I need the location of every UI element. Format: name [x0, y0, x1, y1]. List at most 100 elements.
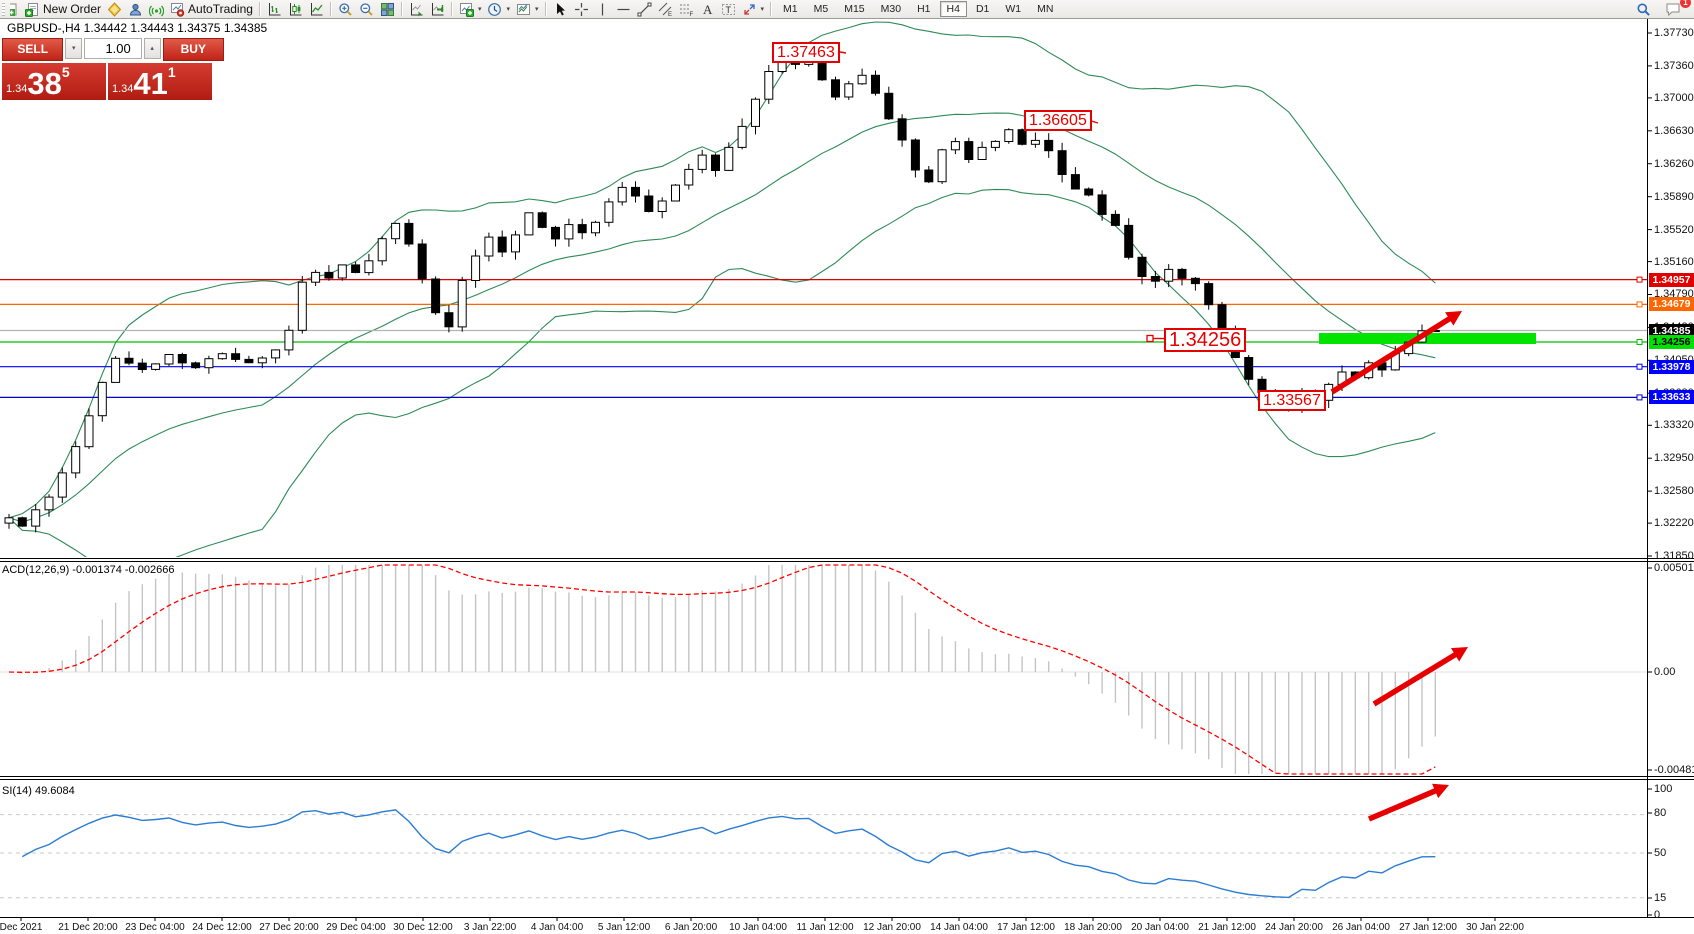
svg-text:T: T	[725, 5, 731, 15]
toolbar-separator	[450, 2, 453, 16]
time-axis-label: 30 Jan 22:00	[1466, 922, 1524, 933]
text-icon[interactable]: A	[697, 1, 718, 17]
price-line-tag: 1.33633	[1649, 390, 1694, 404]
price-tick-label: 1.36260	[1654, 158, 1694, 170]
toolbar-separator	[329, 2, 332, 16]
macd-axis-label: 0.00	[1654, 666, 1676, 678]
trend-arrow[interactable]	[1372, 647, 1468, 707]
rsi-indicator-label: SI(14) 49.6084	[2, 785, 75, 797]
horizontal-line-icon[interactable]	[613, 1, 634, 17]
metaeditor-icon[interactable]	[104, 1, 125, 17]
trend-arrow[interactable]	[1330, 311, 1462, 395]
fibonacci-icon[interactable]: F	[676, 1, 697, 17]
trendline-icon[interactable]	[634, 1, 655, 17]
time-axis-label: 11 Jan 12:00	[796, 922, 854, 933]
rsi-axis-label: 80	[1654, 807, 1667, 819]
profile-icon[interactable]	[125, 1, 146, 17]
line-chart-icon[interactable]	[306, 1, 327, 17]
indicators-icon[interactable]: ▾	[456, 1, 485, 17]
zoom-in-icon[interactable]	[335, 1, 356, 17]
timeframe-h4-button[interactable]: H4	[939, 1, 967, 17]
timeframe-w1-button[interactable]: W1	[1005, 3, 1022, 15]
price-tick-label: 1.31850	[1654, 550, 1694, 562]
trend-arrow[interactable]	[1367, 783, 1449, 822]
time-axis-label: 21 Dec 20:00	[58, 922, 118, 933]
time-axis-label: 30 Dec 12:00	[393, 922, 453, 933]
price-callout[interactable]: 1.34256	[1164, 328, 1247, 352]
bid-price[interactable]: 1.34 38 5	[2, 63, 106, 100]
signals-icon[interactable]	[146, 1, 167, 17]
macd-panel	[0, 564, 1647, 775]
notifications-icon[interactable]: 1	[1662, 0, 1691, 17]
price-tick-label: 1.32950	[1654, 452, 1694, 464]
price-tick-label: 1.35160	[1654, 256, 1694, 268]
crosshair-icon[interactable]	[571, 1, 592, 17]
price-tick-label: 1.37000	[1654, 92, 1694, 104]
cursor-icon[interactable]	[550, 1, 571, 17]
time-axis-label: 24 Dec 12:00	[192, 922, 252, 933]
arrows-icon[interactable]: ▾	[739, 1, 768, 17]
macd-axis-label: -0.004812	[1654, 764, 1694, 776]
time-axis-label: 21 Jan 12:00	[1198, 922, 1256, 933]
timeframe-m5-button[interactable]: M5	[813, 3, 829, 15]
price-line-tag: 1.34256	[1649, 335, 1694, 349]
time-axis-label: 29 Dec 04:00	[326, 922, 386, 933]
svg-text:E: E	[668, 12, 672, 17]
price-callout[interactable]: 1.33567	[1258, 390, 1326, 411]
price-tick-label: 1.32220	[1654, 517, 1694, 529]
periods-icon[interactable]: ▾	[484, 1, 513, 17]
toolbar-separator	[770, 2, 773, 16]
rsi-axis-label: 50	[1654, 847, 1667, 859]
timeframe-mn-button[interactable]: MN	[1037, 3, 1054, 15]
equidistant-channel-icon[interactable]: E	[655, 1, 676, 17]
price-tick-label: 1.35890	[1654, 191, 1694, 203]
tile-windows-icon[interactable]	[377, 1, 398, 17]
ask-big: 41	[133, 66, 168, 101]
rsi-panel	[0, 809, 1647, 899]
svg-text:F: F	[689, 12, 693, 17]
bid-sup: 5	[61, 64, 70, 80]
bar-chart-icon[interactable]	[264, 1, 285, 17]
toolbar: New Order AutoTrading ▾ ▾ ▾ E F A T ▾ M1 M5 M15 M30 H1…	[0, 0, 1694, 19]
one-click-trading-panel: SELL ▾ 1.00 ▴ BUY 1.34 38 5 1.34 41 1	[2, 38, 224, 100]
toolbar-separator	[400, 2, 403, 16]
time-axis-label: 27 Jan 12:00	[1399, 922, 1457, 933]
new-order-button[interactable]: New Order	[22, 1, 104, 17]
time-axis-label: 23 Dec 04:00	[125, 922, 185, 933]
sell-button[interactable]: SELL	[2, 38, 64, 61]
zoom-out-icon[interactable]	[356, 1, 377, 17]
time-axis-label: 4 Jan 04:00	[530, 922, 584, 933]
volume-increase-button[interactable]: ▴	[143, 38, 161, 59]
autotrading-button[interactable]: AutoTrading	[167, 1, 256, 17]
timeframe-m1-button[interactable]: M1	[783, 3, 798, 15]
auto-scroll-icon[interactable]	[406, 1, 427, 17]
toolbar-grip	[2, 2, 5, 16]
chart-shift-icon[interactable]	[427, 1, 448, 17]
vertical-line-icon[interactable]	[592, 1, 613, 17]
time-axis-label: 14 Jan 04:00	[930, 922, 988, 933]
timeframe-m15-button[interactable]: M15	[844, 3, 865, 15]
templates-icon[interactable]: ▾	[513, 1, 542, 17]
price-callout[interactable]: 1.36605	[1024, 110, 1092, 131]
price-line-tag: 1.34957	[1649, 273, 1694, 287]
price-tick-label: 1.36630	[1654, 125, 1694, 137]
price-line-tag: 1.34385	[1649, 324, 1694, 338]
buy-button[interactable]: BUY	[162, 38, 224, 61]
macd-axis-label: 0.005014	[1654, 562, 1694, 574]
notification-badge: 1	[1680, 0, 1691, 8]
timeframe-d1-button[interactable]: D1	[975, 3, 990, 15]
time-axis-label: 5 Jan 12:00	[597, 922, 651, 933]
text-label-icon[interactable]: T	[718, 1, 739, 17]
volume-decrease-button[interactable]: ▾	[65, 38, 83, 59]
macd-indicator-label: ACD(12,26,9) -0.001374 -0.002666	[2, 564, 175, 576]
search-icon[interactable]	[1633, 1, 1654, 17]
timeframe-m30-button[interactable]: M30	[880, 3, 902, 15]
time-axis-label: 3 Jan 22:00	[463, 922, 517, 933]
price-callout[interactable]: 1.37463	[772, 42, 840, 63]
volume-input[interactable]: 1.00	[84, 38, 142, 59]
candlestick-chart-icon[interactable]	[285, 1, 306, 17]
time-axis-label: 18 Jan 20:00	[1064, 922, 1122, 933]
timeframe-h1-button[interactable]: H1	[917, 3, 931, 15]
ask-price[interactable]: 1.34 41 1	[108, 63, 212, 100]
